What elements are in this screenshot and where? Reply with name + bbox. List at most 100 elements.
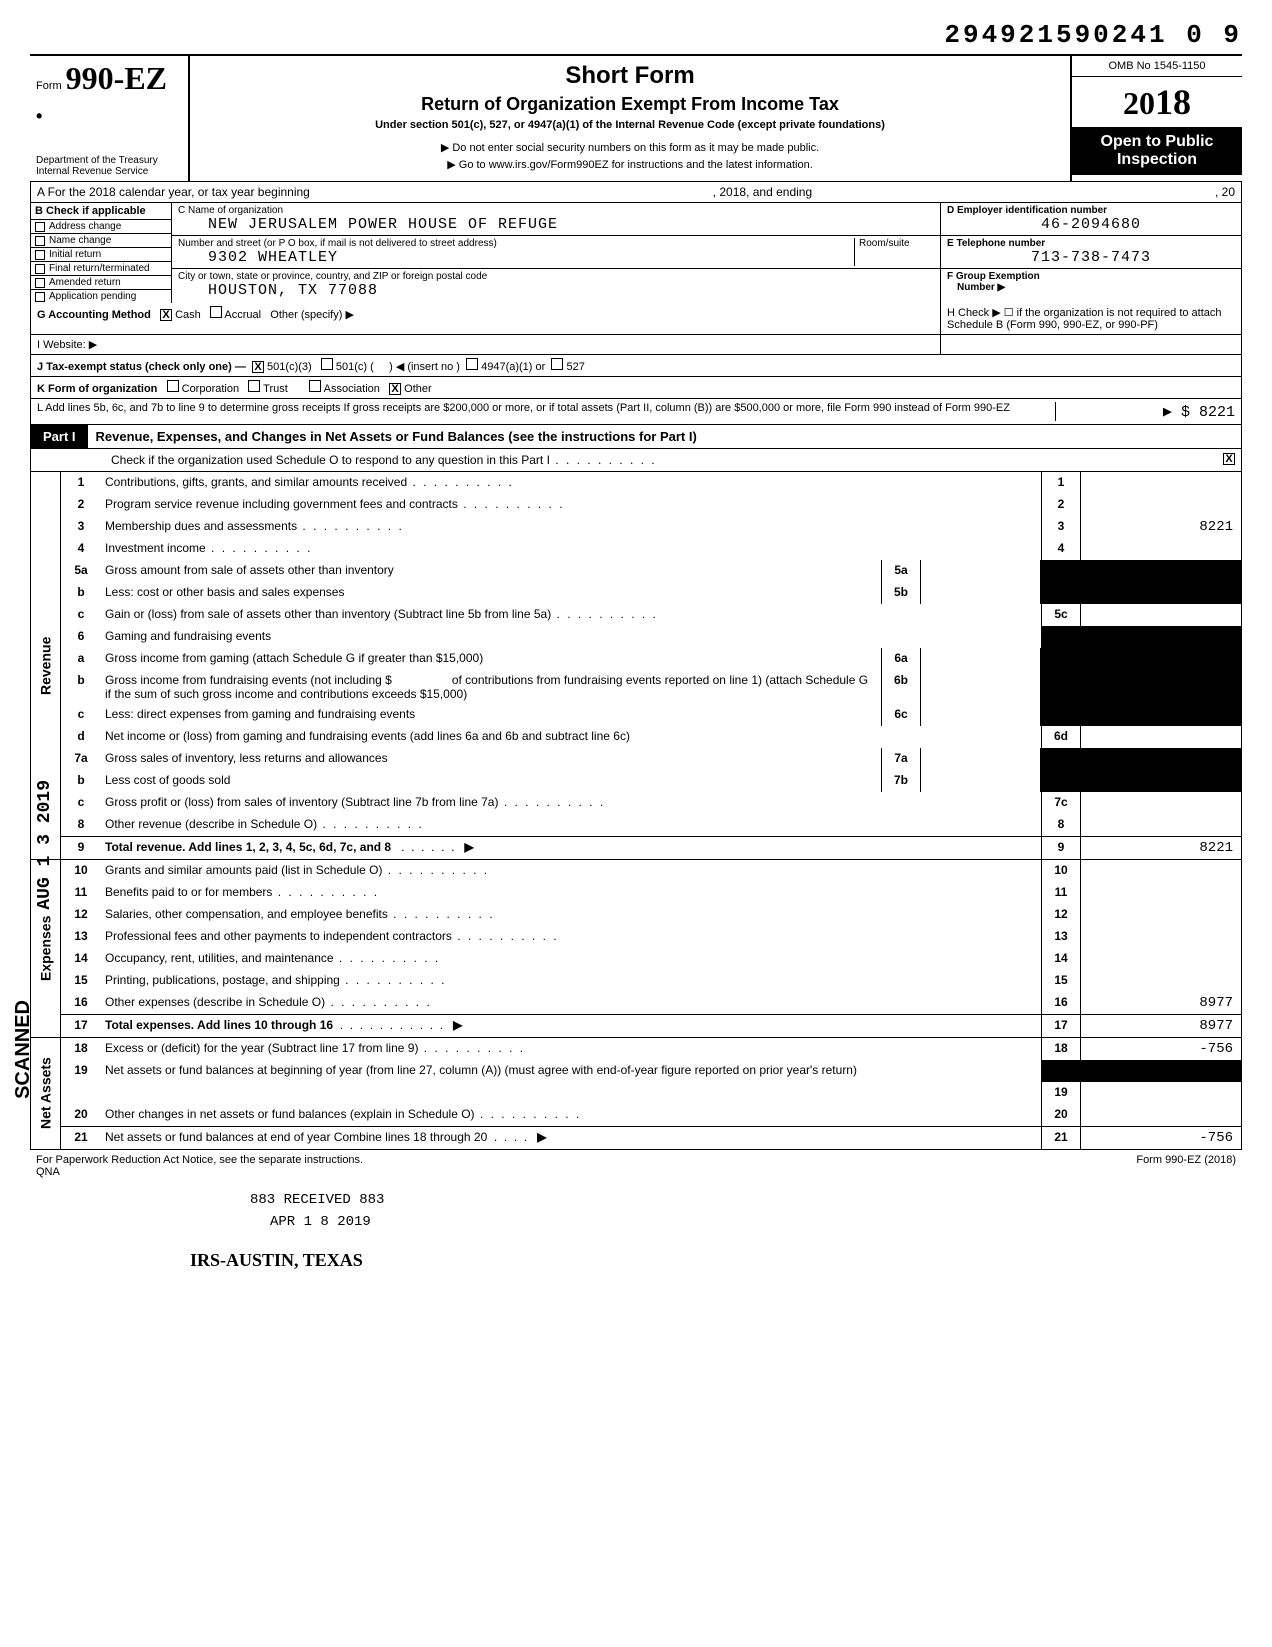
line17-amt: 8977 <box>1081 1015 1241 1037</box>
tax-year: 2018 <box>1072 77 1242 127</box>
note-link: ▶ Go to www.irs.gov/Form990EZ for instru… <box>200 158 1060 171</box>
lbl-501c3: 501(c)(3) <box>267 361 312 373</box>
line12-text: Salaries, other compensation, and employ… <box>101 904 1041 926</box>
col-b: B Check if applicable Address change Nam… <box>31 203 171 303</box>
year-prefix: 20 <box>1123 85 1155 121</box>
line8-text: Other revenue (describe in Schedule O) <box>101 814 1041 836</box>
line11-text: Benefits paid to or for members <box>101 882 1041 904</box>
room-label: Room/suite <box>859 238 934 249</box>
revenue-group: Revenue 1Contributions, gifts, grants, a… <box>30 472 1242 860</box>
title-main: Return of Organization Exempt From Incom… <box>200 94 1060 115</box>
chk-other-org[interactable]: X <box>389 383 401 395</box>
line4-amt <box>1081 538 1241 560</box>
part1-check: Check if the organization used Schedule … <box>30 449 1242 472</box>
lbl-address: Address change <box>49 221 121 232</box>
footer-left: For Paperwork Reduction Act Notice, see … <box>36 1154 363 1166</box>
chk-4947[interactable] <box>466 358 478 370</box>
stamps: 883 RECEIVED 883 APR 1 8 2019 IRS-AUSTIN… <box>30 1192 1242 1271</box>
row-a-left: A For the 2018 calendar year, or tax yea… <box>37 185 310 199</box>
chk-corp[interactable] <box>167 380 179 392</box>
line3-amt: 8221 <box>1081 516 1241 538</box>
part1-check-text: Check if the organization used Schedule … <box>111 453 1223 467</box>
org-name-label: C Name of organization <box>178 205 934 216</box>
chk-address[interactable]: Address change <box>31 220 171 234</box>
h-text: H Check ▶ ☐ if the organization is not r… <box>941 303 1241 334</box>
part1-header: Part I Revenue, Expenses, and Changes in… <box>30 425 1242 449</box>
city-value: HOUSTON, TX 77088 <box>178 282 934 299</box>
part1-title: Revenue, Expenses, and Changes in Net As… <box>88 425 1241 448</box>
footer: For Paperwork Reduction Act Notice, see … <box>30 1150 1242 1182</box>
line18-amt: -756 <box>1081 1038 1241 1060</box>
line6c-text: Less: direct expenses from gaming and fu… <box>101 704 881 726</box>
line6d-text: Net income or (loss) from gaming and fun… <box>101 726 1041 748</box>
chk-final[interactable]: Final return/terminated <box>31 262 171 276</box>
line7a-text: Gross sales of inventory, less returns a… <box>101 748 881 770</box>
row-a: A For the 2018 calendar year, or tax yea… <box>30 181 1242 203</box>
line16-amt: 8977 <box>1081 992 1241 1014</box>
footer-qna: QNA <box>36 1166 60 1178</box>
addr-label: Number and street (or P O box, if mail i… <box>178 238 854 249</box>
chk-initial[interactable]: Initial return <box>31 248 171 262</box>
line5a-text: Gross amount from sale of assets other t… <box>101 560 881 582</box>
line14-text: Occupancy, rent, utilities, and maintena… <box>101 948 1041 970</box>
line1-amt <box>1081 472 1241 494</box>
chk-assoc[interactable] <box>309 380 321 392</box>
chk-accrual[interactable] <box>210 306 222 318</box>
line6a-text: Gross income from gaming (attach Schedul… <box>101 648 881 670</box>
chk-501c3[interactable]: X <box>252 361 264 373</box>
note-ssn: ▶ Do not enter social security numbers o… <box>200 141 1060 154</box>
line1-text: Contributions, gifts, grants, and simila… <box>101 472 1041 494</box>
row-g: G Accounting Method X Cash Accrual Other… <box>30 303 1242 335</box>
netassets-group: Net Assets 18Excess or (deficit) for the… <box>30 1038 1242 1150</box>
chk-cash[interactable]: X <box>160 309 172 321</box>
chk-amended[interactable]: Amended return <box>31 276 171 290</box>
line16-text: Other expenses (describe in Schedule O) <box>101 992 1041 1014</box>
line6b-a: Gross income from fundraising events (no… <box>105 673 392 687</box>
chk-pending[interactable]: Application pending <box>31 290 171 303</box>
chk-501c[interactable] <box>321 358 333 370</box>
line4-text: Investment income <box>101 538 1041 560</box>
lbl-amended: Amended return <box>49 277 121 288</box>
row-i: I Website: ▶ <box>30 335 1242 355</box>
line21-text: Net assets or fund balances at end of ye… <box>105 1130 487 1144</box>
lbl-corp: Corporation <box>182 383 239 395</box>
l-amount: 8221 <box>1199 404 1235 421</box>
lbl-accrual: Accrual <box>224 309 261 321</box>
line18-text: Excess or (deficit) for the year (Subtra… <box>101 1038 1041 1060</box>
phone-label: E Telephone number <box>947 238 1235 249</box>
ein-label: D Employer identification number <box>947 205 1235 216</box>
document-code: 294921590241 0 9 <box>30 20 1242 50</box>
phone-value: 713-738-7473 <box>947 249 1235 266</box>
lbl-other-method: Other (specify) ▶ <box>270 309 354 321</box>
lbl-pending: Application pending <box>49 291 136 302</box>
line17-text: Total expenses. Add lines 10 through 16 <box>105 1018 333 1032</box>
scanned-stamp: SCANNED <box>12 1000 35 1099</box>
col-de: D Employer identification number 46-2094… <box>941 203 1241 303</box>
j-label: J Tax-exempt status (check only one) — <box>37 361 246 373</box>
city-label: City or town, state or province, country… <box>178 271 934 282</box>
lbl-527: 527 <box>566 361 584 373</box>
title-under: Under section 501(c), 527, or 4947(a)(1)… <box>200 119 1060 131</box>
org-name: NEW JERUSALEM POWER HOUSE OF REFUGE <box>178 216 934 233</box>
col-c: C Name of organization NEW JERUSALEM POW… <box>171 203 941 303</box>
lbl-4947: 4947(a)(1) or <box>481 361 545 373</box>
line7b-text: Less cost of goods sold <box>101 770 881 792</box>
ein-value: 46-2094680 <box>947 216 1235 233</box>
lbl-501c: 501(c) ( <box>336 361 374 373</box>
k-label: K Form of organization <box>37 383 157 395</box>
line7c-text: Gross profit or (loss) from sales of inv… <box>101 792 1041 814</box>
l-dollar: $ <box>1181 404 1190 421</box>
chk-schedule-o[interactable]: X <box>1223 453 1235 465</box>
stamp-date: APR 1 8 2019 <box>30 1214 1242 1230</box>
row-a-mid: , 2018, and ending <box>713 185 812 199</box>
chk-name[interactable]: Name change <box>31 234 171 248</box>
form-number: 990-EZ <box>66 60 167 97</box>
g-label: G Accounting Method <box>37 309 151 321</box>
group-exempt-label: F Group Exemption <box>947 271 1235 282</box>
chk-trust[interactable] <box>248 380 260 392</box>
chk-527[interactable] <box>551 358 563 370</box>
header-right: OMB No 1545-1150 2018 Open to Public Ins… <box>1072 56 1242 181</box>
group-exempt-num: Number ▶ <box>947 282 1235 293</box>
header-center: Short Form Return of Organization Exempt… <box>190 56 1072 181</box>
row-a-right: , 20 <box>1215 185 1235 199</box>
